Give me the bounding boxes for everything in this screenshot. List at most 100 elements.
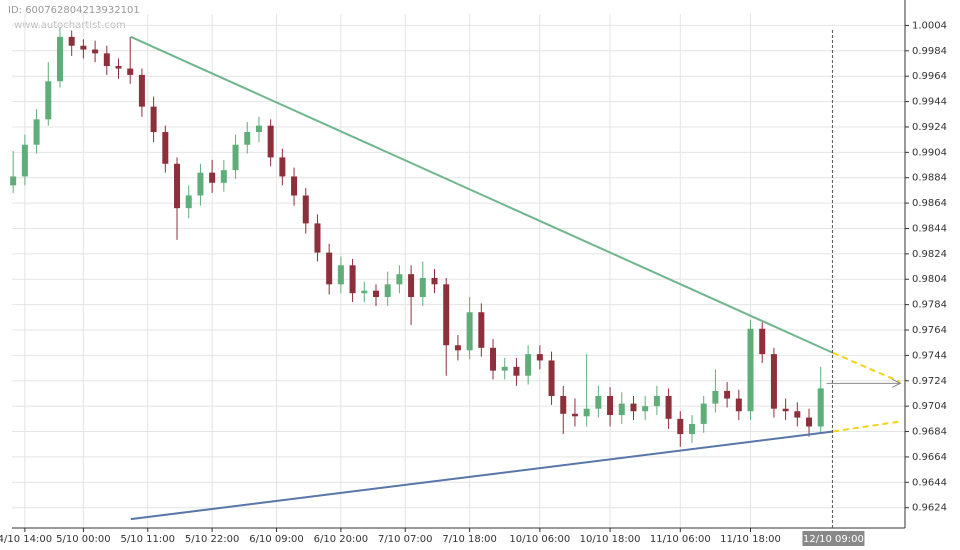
candle-body: [583, 408, 590, 417]
y-tick-label: 0.9704: [912, 401, 947, 412]
candle-body: [770, 354, 777, 409]
y-tick-label: 0.9964: [912, 71, 947, 82]
x-tick-label: 6/10 09:00: [249, 534, 303, 545]
y-tick-label: 0.9884: [912, 173, 947, 184]
candle-body: [595, 396, 602, 409]
candle-body: [150, 106, 157, 133]
candle-body: [384, 284, 391, 298]
y-tick-label: 0.9624: [912, 503, 947, 514]
cursor-label-bg: [802, 531, 865, 546]
trendline: [130, 35, 834, 354]
candle-body: [571, 413, 578, 417]
candle-body: [700, 403, 707, 424]
candle-body: [92, 49, 99, 54]
y-tick-label: 0.9984: [912, 46, 947, 57]
candle-body: [396, 274, 403, 285]
x-tick-label: 7/10 18:00: [442, 534, 496, 545]
candle-body: [806, 417, 813, 427]
candle-body: [326, 252, 333, 285]
candle-body: [501, 366, 508, 371]
candle-body: [513, 366, 520, 376]
candle-body: [244, 132, 251, 145]
candle-body: [677, 418, 684, 435]
y-tick-label: 0.9784: [912, 300, 947, 311]
candle-body: [103, 53, 110, 67]
y-tick-label: 0.9864: [912, 198, 947, 209]
candle-body: [618, 403, 625, 416]
candle-body: [630, 403, 637, 412]
candle-body: [735, 398, 742, 412]
candle-body: [33, 119, 40, 145]
y-tick-label: 0.9684: [912, 427, 947, 438]
candle-body: [361, 290, 368, 294]
candle-body: [665, 396, 672, 419]
candle-body: [548, 360, 555, 397]
candle-body: [688, 423, 695, 435]
candle-body: [80, 45, 87, 50]
candle-body: [291, 176, 298, 196]
x-tick-label: 10/10 06:00: [509, 534, 570, 545]
y-tick-label: 0.9904: [912, 147, 947, 158]
candle-body: [45, 81, 52, 120]
candle-body: [314, 223, 321, 253]
candle-body: [607, 396, 614, 416]
candle-body: [782, 408, 789, 412]
x-tick-label: 6/10 20:00: [314, 534, 368, 545]
x-tick-label: 11/10 18:00: [720, 534, 781, 545]
candle-body: [419, 277, 426, 298]
id-text: ID: 600762804213932101: [8, 5, 140, 16]
y-tick-label: 0.9664: [912, 452, 947, 463]
x-tick-label: 10/10 18:00: [580, 534, 641, 545]
candle-body: [794, 411, 801, 418]
x-tick-label: 5/10 22:00: [185, 534, 239, 545]
candle-body: [642, 406, 649, 412]
candle-body: [197, 172, 204, 196]
candle-body: [817, 388, 824, 427]
y-tick-label: 0.9804: [912, 274, 947, 285]
candle-body: [21, 144, 28, 177]
x-tick-label: 5/10 11:00: [121, 534, 175, 545]
x-tick-label: 5/10 00:00: [56, 534, 110, 545]
y-tick-label: 0.9824: [912, 249, 947, 260]
candle-body: [525, 354, 532, 376]
candle-body: [712, 390, 719, 404]
y-tick-label: 0.9924: [912, 122, 947, 133]
last-price-arrow: [892, 378, 902, 388]
candle-body: [454, 345, 461, 351]
candle-body: [255, 125, 262, 133]
y-tick-label: 1.0004: [912, 20, 947, 31]
candle-body: [174, 163, 181, 209]
candle-body: [220, 170, 227, 183]
candle-body: [759, 328, 766, 355]
candle-body: [466, 312, 473, 351]
candle-body: [653, 396, 660, 407]
candle-body: [747, 328, 754, 412]
candle-body: [478, 312, 485, 348]
candle-body: [185, 195, 192, 209]
y-tick-label: 0.9744: [912, 350, 947, 361]
candle-body: [431, 277, 438, 285]
projection: [832, 420, 901, 433]
x-tick-label: 7/10 07:00: [378, 534, 432, 545]
y-tick-label: 0.9944: [912, 97, 947, 108]
candle-body: [56, 36, 63, 82]
candle-body: [10, 176, 17, 186]
candle-body: [724, 390, 731, 399]
candle-body: [490, 347, 497, 371]
y-tick-label: 0.9844: [912, 223, 947, 234]
cursor-label: 12/10 09:00: [803, 534, 864, 545]
candle-body: [209, 172, 216, 183]
y-tick-label: 0.9644: [912, 477, 947, 488]
y-tick-label: 0.9764: [912, 325, 947, 336]
candle-body: [443, 284, 450, 346]
candle-body: [536, 354, 543, 361]
candle-body: [372, 290, 379, 298]
projection: [832, 351, 901, 383]
candle-body: [115, 66, 122, 69]
x-tick-label: 11/10 06:00: [650, 534, 711, 545]
trendline: [130, 430, 834, 521]
candle-body: [138, 74, 145, 107]
y-tick-label: 0.9724: [912, 376, 947, 387]
candle-body: [337, 265, 344, 285]
